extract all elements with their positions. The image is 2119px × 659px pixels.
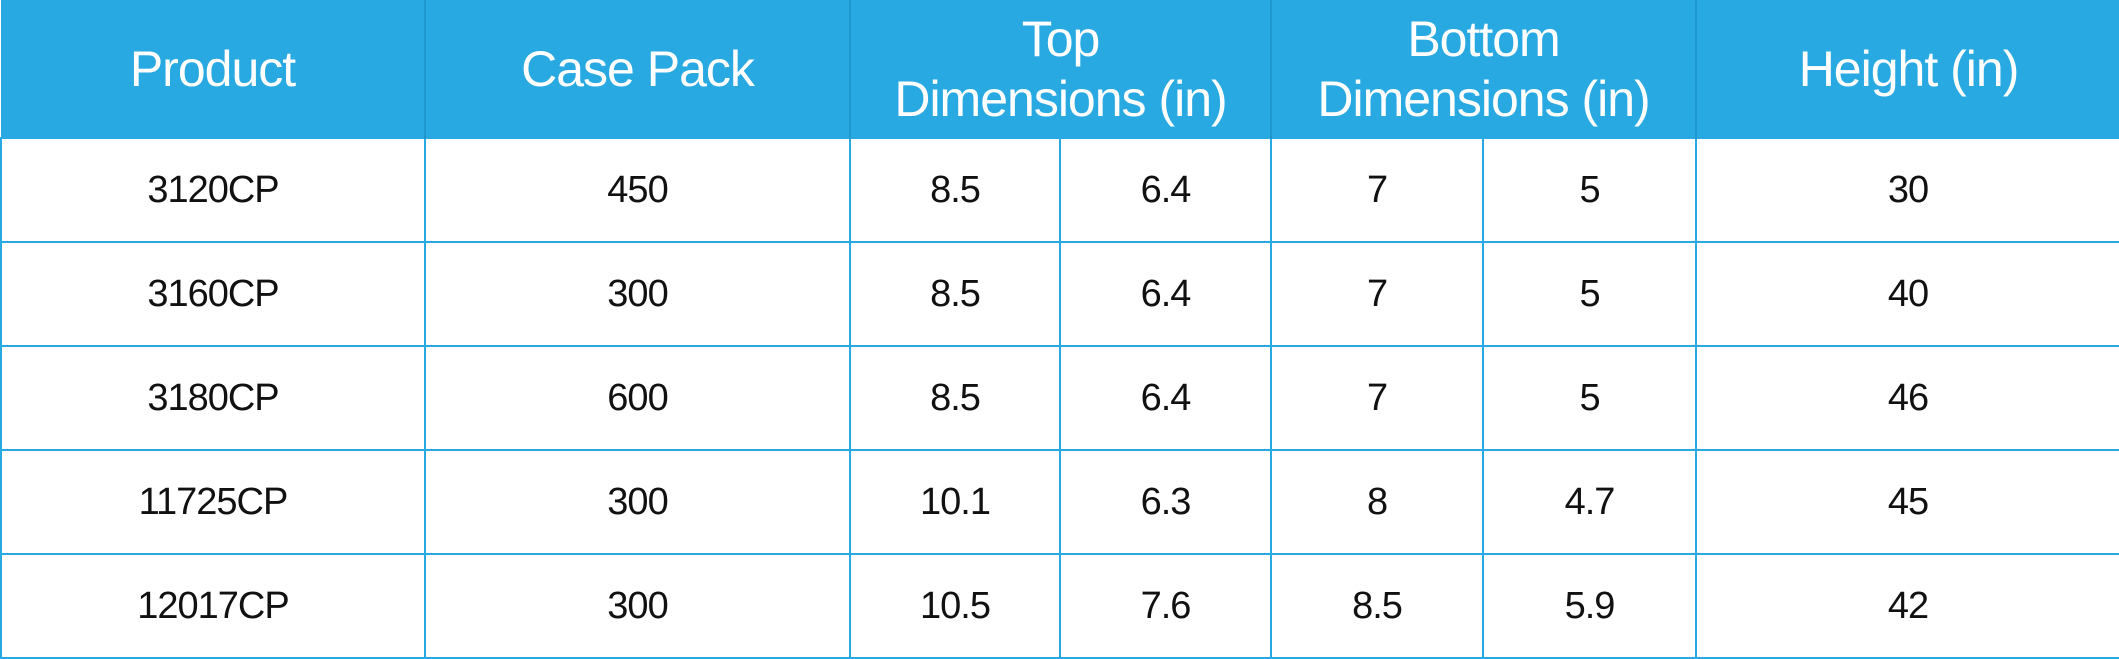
table-cell: 7 xyxy=(1270,137,1485,243)
table-cell: 3160CP xyxy=(0,241,426,347)
header-row: Product Case Pack Top Dimensions (in) Bo… xyxy=(1,0,2119,138)
table-cell: 7 xyxy=(1270,241,1485,347)
table-cell: 3180CP xyxy=(0,345,426,451)
header-cell: Case Pack xyxy=(424,0,850,138)
table-cell: 7.6 xyxy=(1058,553,1273,659)
table-cell: 6.4 xyxy=(1058,345,1273,451)
header-cell: Top Dimensions (in) xyxy=(848,0,1272,138)
header-cell: Height (in) xyxy=(1695,0,2119,138)
table-cell: 5.9 xyxy=(1482,553,1698,659)
table-cell: 6.3 xyxy=(1058,449,1273,555)
table-cell: 10.5 xyxy=(849,553,1061,659)
table-cell: 300 xyxy=(424,449,851,555)
table-cell: 46 xyxy=(1695,345,2119,451)
table-cell: 6.4 xyxy=(1058,241,1273,347)
table-cell: 42 xyxy=(1695,553,2119,659)
table-cell: 4.7 xyxy=(1482,449,1698,555)
table-cell: 30 xyxy=(1695,137,2119,243)
table-cell: 7 xyxy=(1270,345,1485,451)
table-cell: 300 xyxy=(424,553,851,659)
table-cell: 6.4 xyxy=(1058,137,1273,243)
table-cell: 45 xyxy=(1695,449,2119,555)
table-cell: 450 xyxy=(424,137,851,243)
table-cell: 10.1 xyxy=(849,449,1061,555)
table-cell: 8.5 xyxy=(849,137,1061,243)
table-cell: 8 xyxy=(1270,449,1485,555)
table-cell: 12017CP xyxy=(0,553,426,659)
table-cell: 600 xyxy=(424,345,851,451)
table-row: 11725CP 300 10.1 6.3 8 4.7 45 xyxy=(0,449,2119,555)
table-row: 12017CP 300 10.5 7.6 8.5 5.9 42 xyxy=(0,553,2119,659)
table-cell: 8.5 xyxy=(849,241,1061,347)
table-cell: 5 xyxy=(1482,137,1698,243)
table-cell: 5 xyxy=(1482,345,1698,451)
header-cell: Bottom Dimensions (in) xyxy=(1270,0,1697,138)
table-cell: 8.5 xyxy=(849,345,1061,451)
table-row: 3180CP 600 8.5 6.4 7 5 46 xyxy=(0,345,2119,451)
table-cell: 8.5 xyxy=(1270,553,1485,659)
table-cell: 40 xyxy=(1695,241,2119,347)
header-cell: Product xyxy=(1,0,425,138)
table-row: 3120CP 450 8.5 6.4 7 5 30 xyxy=(0,137,2119,243)
table-cell: 300 xyxy=(424,241,851,347)
table-cell: 3120CP xyxy=(0,137,426,243)
table-header: Product Case Pack Top Dimensions (in) Bo… xyxy=(1,0,2119,138)
table-cell: 11725CP xyxy=(0,449,426,555)
table-cell: 5 xyxy=(1482,241,1698,347)
table-row: 3160CP 300 8.5 6.4 7 5 40 xyxy=(0,241,2119,347)
table-body: 3120CP 450 8.5 6.4 7 5 30 3160CP 300 8.5 6.4 7 5 40 31… xyxy=(0,137,2119,659)
